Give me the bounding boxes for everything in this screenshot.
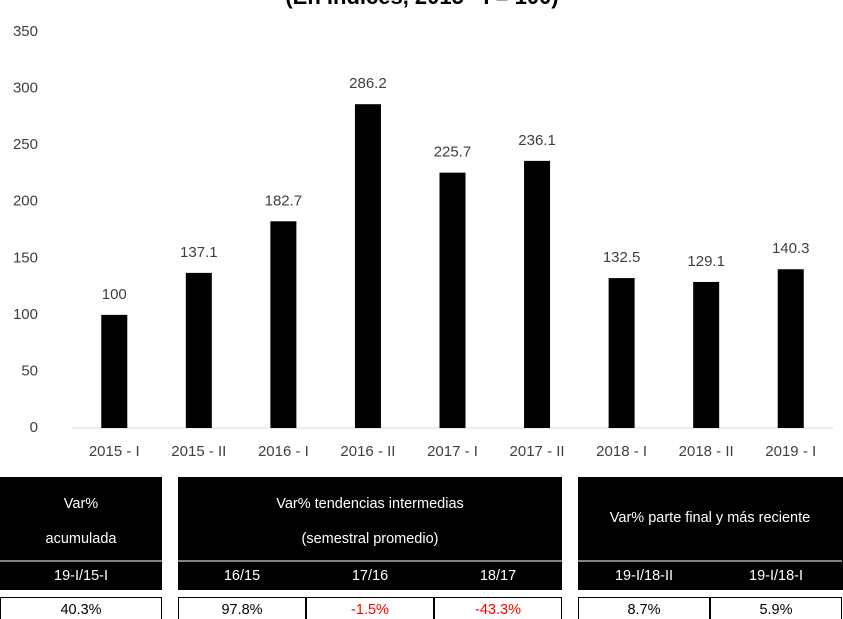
data-label: 129.1 (687, 253, 725, 270)
table-cell (0, 597, 162, 619)
bar (777, 269, 804, 428)
data-label: 137.1 (180, 244, 218, 261)
table-column-label: 18/17 (480, 568, 516, 584)
table-column-label: 19-I/18-II (615, 568, 673, 584)
table-column-label: 19-I/15-I (54, 568, 108, 584)
x-tick-label: 2016 - I (258, 443, 309, 460)
x-tick-label: 2017 - I (427, 443, 478, 460)
table-header-text: Var% tendencias intermedias (276, 496, 464, 512)
table-header-text: (semestral promedio) (302, 531, 439, 547)
table-column-label: 17/16 (352, 568, 388, 584)
data-label: 225.7 (434, 144, 472, 161)
y-tick-label: 150 (13, 249, 38, 266)
bar (270, 221, 297, 428)
table-header-text: acumulada (46, 531, 118, 547)
table-value: 97.8% (221, 602, 262, 618)
x-tick-label: 2015 - I (89, 443, 140, 460)
table-cell (434, 597, 562, 619)
table-header-text: Var% (64, 496, 98, 512)
table-cell (178, 597, 306, 619)
bar (354, 104, 381, 428)
bar (185, 272, 212, 428)
data-label: 286.2 (349, 75, 387, 92)
table-value: -1.5% (351, 602, 389, 618)
y-tick-label: 0 (30, 419, 38, 436)
table-value: 5.9% (759, 602, 792, 618)
y-tick-label: 250 (13, 136, 38, 153)
data-label: 182.7 (265, 192, 303, 209)
x-tick-label: 2019 - I (765, 443, 816, 460)
table-header (178, 477, 562, 590)
table-header (0, 477, 162, 590)
bar (101, 314, 128, 428)
bar (608, 278, 635, 428)
x-tick-label: 2018 - II (679, 443, 734, 460)
x-tick-label: 2016 - II (340, 443, 395, 460)
table-value: 8.7% (627, 602, 660, 618)
table-cell (578, 597, 710, 619)
x-tick-label: 2017 - II (510, 443, 565, 460)
table-column-label: 16/15 (224, 568, 260, 584)
table-header (578, 477, 843, 590)
chart-title: (En índices, 2015 - I = 100) (285, 0, 558, 9)
x-tick-label: 2018 - I (596, 443, 647, 460)
data-label: 132.5 (603, 249, 641, 266)
data-label: 236.1 (518, 132, 556, 149)
data-label: 140.3 (772, 240, 810, 257)
bar (693, 281, 720, 428)
bar (524, 160, 551, 428)
y-tick-label: 50 (21, 362, 38, 379)
table-value: -43.3% (475, 602, 521, 618)
table-cell (710, 597, 842, 619)
y-tick-label: 350 (13, 23, 38, 40)
table-cell (306, 597, 434, 619)
y-tick-label: 200 (13, 193, 38, 210)
x-tick-label: 2015 - II (171, 443, 226, 460)
data-label: 100 (102, 286, 127, 303)
y-tick-label: 100 (13, 306, 38, 323)
table-header-text: Var% parte final y más reciente (610, 510, 810, 526)
y-tick-label: 300 (13, 80, 38, 97)
table-column-label: 19-I/18-I (749, 568, 803, 584)
table-value: 40.3% (60, 602, 101, 618)
bar (439, 172, 466, 428)
